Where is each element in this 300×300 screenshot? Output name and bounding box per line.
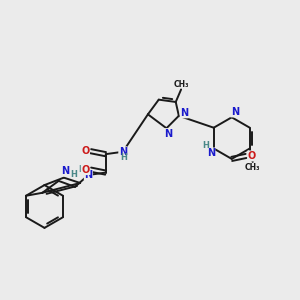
Text: N: N [61, 166, 69, 176]
Text: H: H [120, 153, 127, 162]
Text: O: O [81, 165, 89, 175]
Text: N: N [84, 170, 92, 180]
Text: H: H [202, 141, 209, 150]
Text: H: H [78, 165, 85, 174]
Text: N: N [119, 147, 127, 157]
Text: N: N [164, 129, 172, 139]
Text: N: N [180, 108, 188, 118]
Text: O: O [248, 151, 256, 161]
Text: CH₃: CH₃ [245, 163, 260, 172]
Text: N: N [231, 107, 239, 117]
Text: CH₃: CH₃ [173, 80, 189, 88]
Text: N: N [207, 148, 215, 158]
Text: H: H [70, 170, 77, 179]
Text: O: O [81, 146, 89, 156]
